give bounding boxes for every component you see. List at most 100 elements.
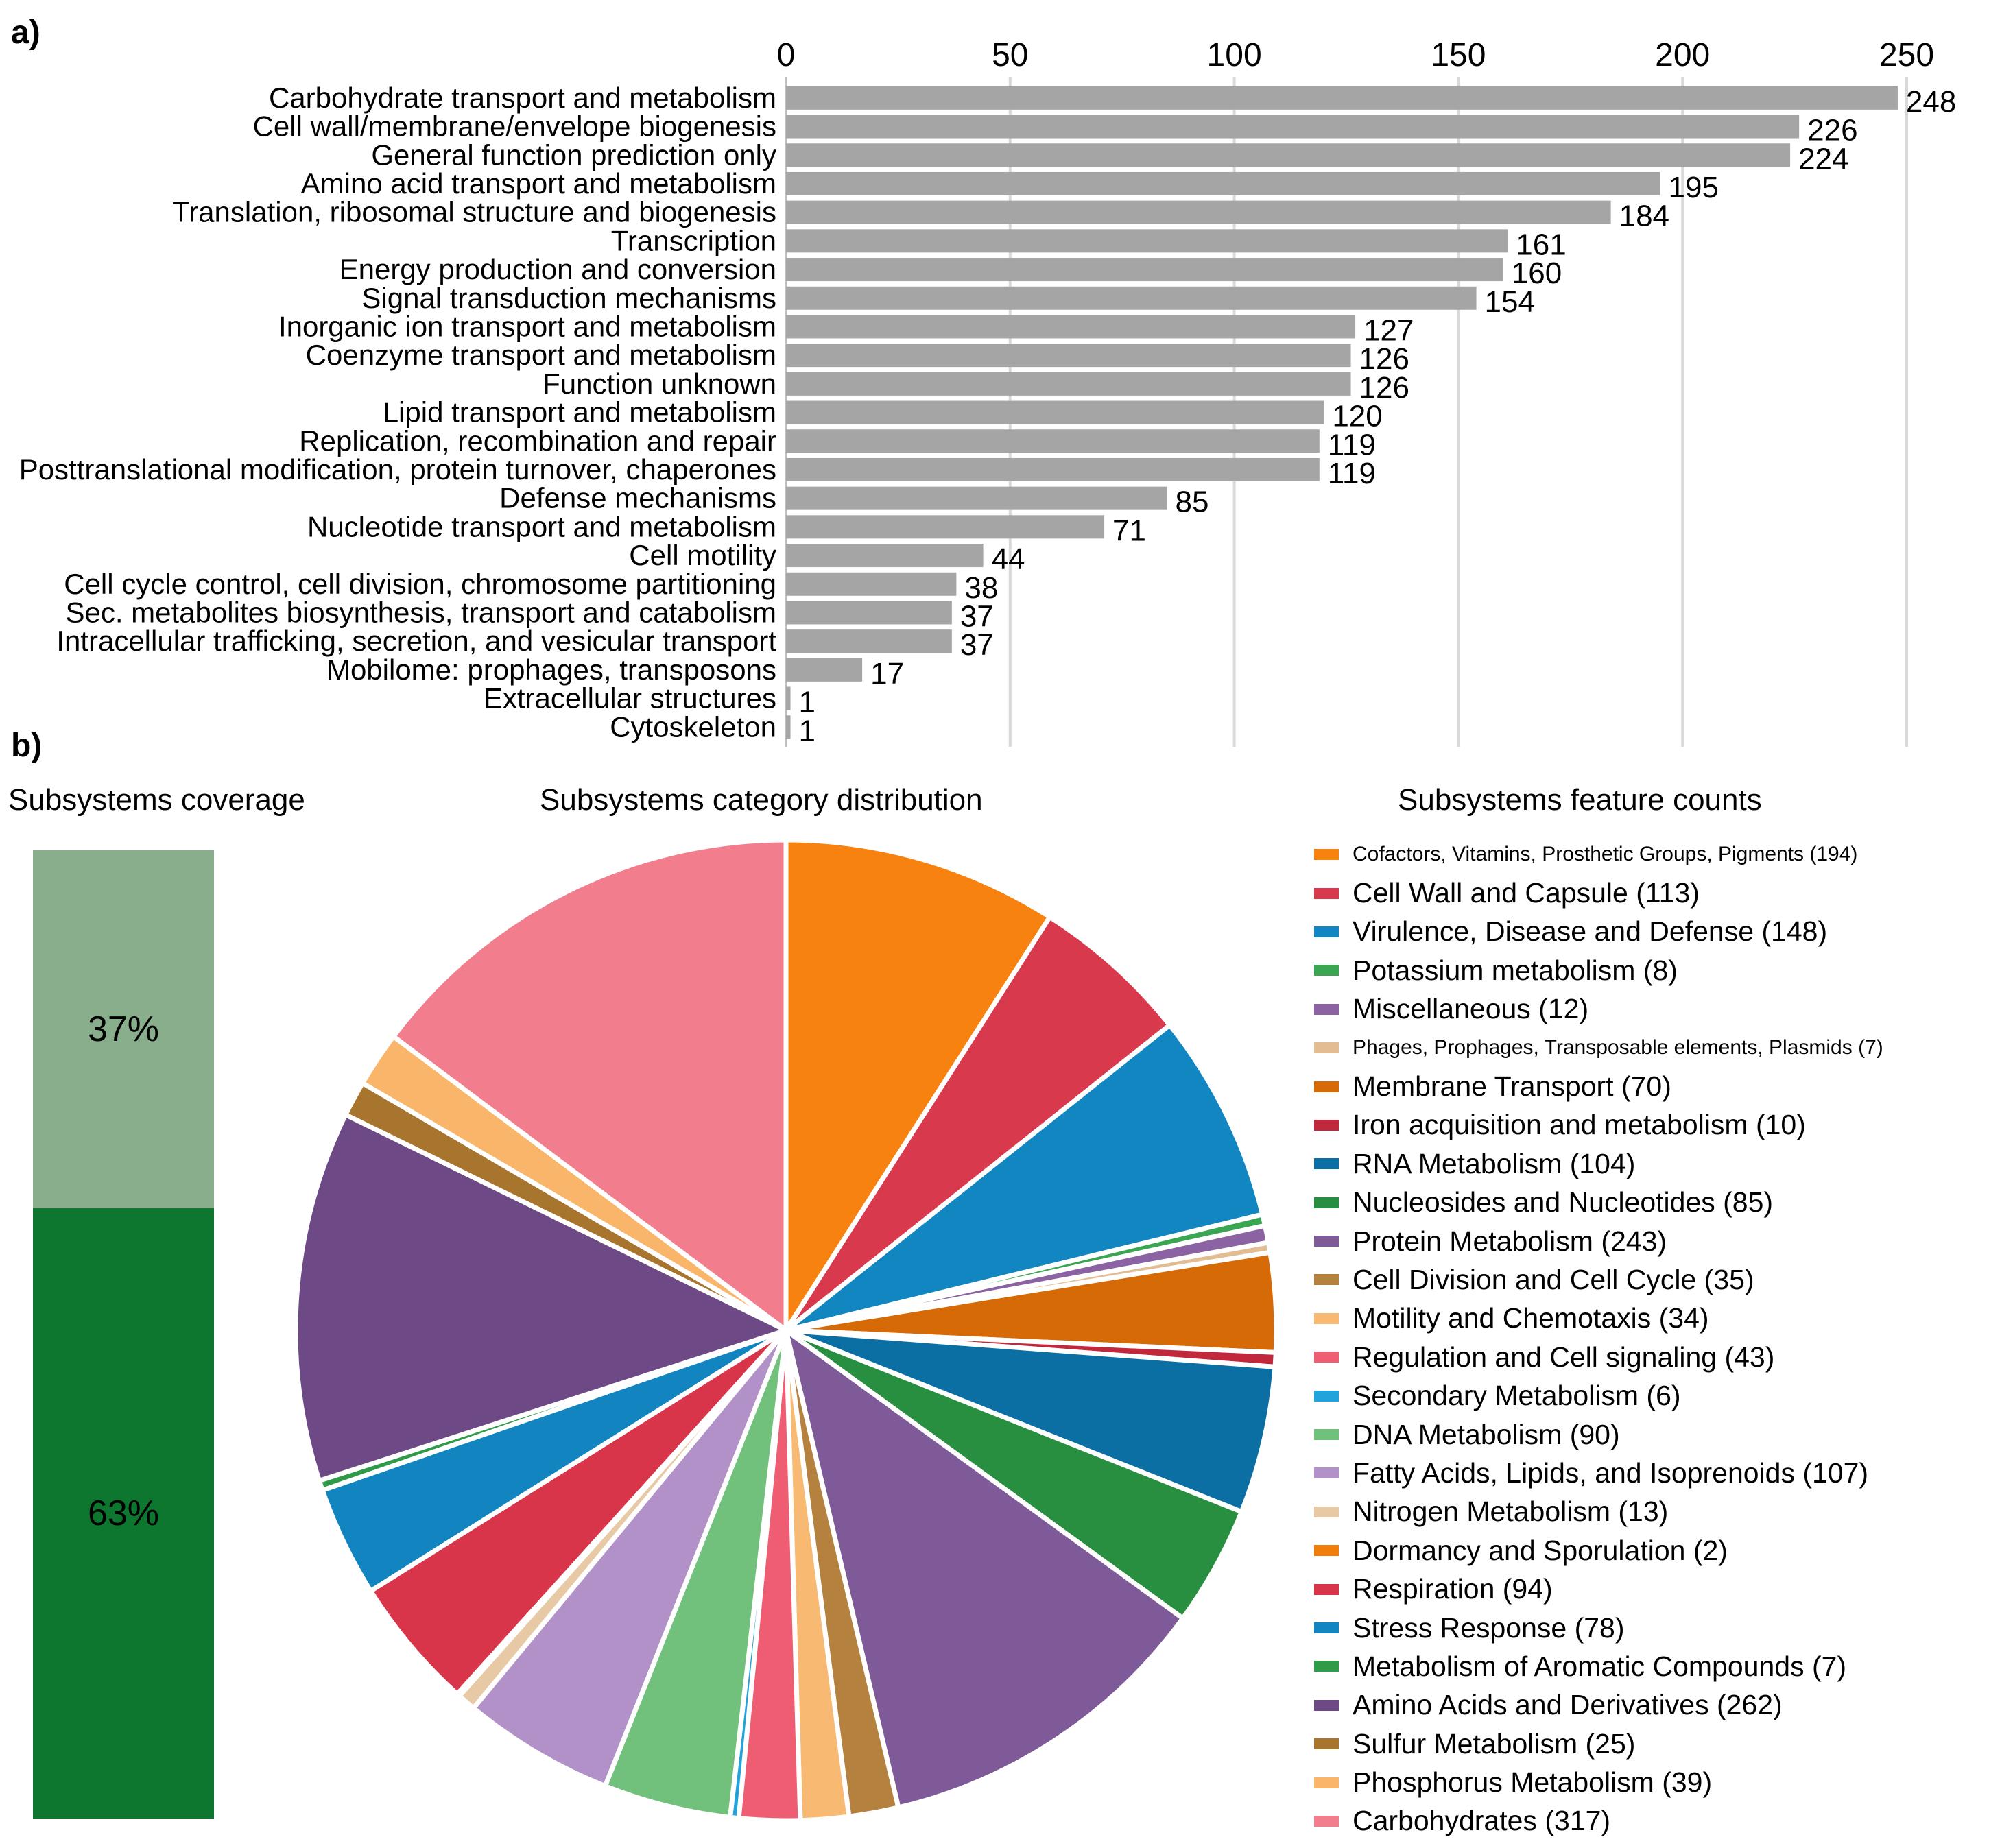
legend-item: Fatty Acids, Lipids, and Isoprenoids (10… [1314, 1454, 1883, 1492]
legend-item: Miscellaneous (12) [1314, 990, 1883, 1029]
legend-label: Stress Response (78) [1353, 1611, 1625, 1644]
legend-swatch [1314, 1699, 1339, 1711]
legend-item: DNA Metabolism (90) [1314, 1415, 1883, 1454]
legend-swatch [1314, 1815, 1339, 1827]
legend-label: Motility and Chemotaxis (34) [1353, 1302, 1709, 1334]
legend-item: Cell Wall and Capsule (113) [1314, 874, 1883, 912]
legend-label: Cofactors, Vitamins, Prosthetic Groups, … [1353, 843, 1858, 866]
legend-item: Secondary Metabolism (6) [1314, 1376, 1883, 1415]
value-label: 160 [1512, 256, 1562, 290]
legend-swatch [1314, 1583, 1339, 1595]
category-label: Sec. metabolites biosynthesis, transport… [65, 596, 776, 628]
category-label: Posttranslational modification, protein … [19, 453, 776, 485]
legend-label: Nitrogen Metabolism (13) [1353, 1496, 1669, 1528]
legend-swatch [1314, 849, 1339, 861]
legend-item: Nucleosides and Nucleotides (85) [1314, 1184, 1883, 1222]
value-label: 126 [1359, 342, 1409, 376]
panel-a-label: a) [11, 14, 40, 51]
legend-label: Nucleosides and Nucleotides (85) [1353, 1186, 1774, 1219]
pie-legend: Cofactors, Vitamins, Prosthetic Groups, … [1314, 835, 1883, 1840]
coverage-label: 37% [87, 1009, 160, 1050]
pie-slice [602, 1328, 789, 1820]
value-label: 44 [992, 542, 1025, 576]
legend-item: Protein Metabolism (243) [1314, 1222, 1883, 1260]
category-label: Cell motility [629, 539, 776, 571]
pie-slice [783, 1328, 1278, 1515]
bar [786, 658, 863, 682]
coverage-stacked-bar: 37% 63% [33, 850, 214, 1819]
x-tick-label: 150 [1431, 37, 1486, 73]
legend-title: Subsystems feature counts [1398, 783, 1762, 817]
pie-title: Subsystems category distribution [540, 783, 983, 817]
x-tick-label: 200 [1655, 37, 1710, 73]
category-label: Cytoskeleton [610, 710, 776, 743]
legend-label: Carbohydrates (317) [1353, 1805, 1611, 1837]
value-label: 1 [799, 714, 815, 747]
coverage-label: 63% [87, 1493, 160, 1534]
category-label: Coenzyme transport and metabolism [306, 339, 776, 371]
legend-swatch [1314, 1236, 1339, 1247]
legend-label: Cell Wall and Capsule (113) [1353, 877, 1700, 909]
legend-label: Fatty Acids, Lipids, and Isoprenoids (10… [1353, 1456, 1869, 1489]
bar [786, 515, 1105, 539]
legend-item: Membrane Transport (70) [1314, 1067, 1883, 1105]
legend-label: Cell Division and Cell Cycle (35) [1353, 1263, 1754, 1295]
legend-label: Phages, Prophages, Transposable elements… [1353, 1036, 1883, 1059]
coverage-segment-not-covered: 63% [33, 1208, 214, 1819]
value-label: 37 [960, 628, 994, 662]
x-tick-label: 0 [777, 37, 796, 73]
category-label: Function unknown [543, 368, 776, 400]
legend-swatch [1314, 1390, 1339, 1402]
bar [786, 686, 791, 710]
legend-label: Iron acquisition and metabolism (10) [1353, 1109, 1806, 1141]
legend-label: Membrane Transport (70) [1353, 1070, 1671, 1103]
legend-swatch [1314, 1622, 1339, 1633]
value-label: 1 [799, 686, 815, 719]
value-label: 17 [870, 657, 904, 691]
legend-label: Metabolism of Aromatic Compounds (7) [1353, 1650, 1847, 1682]
value-label: 224 [1798, 142, 1848, 176]
bar [786, 429, 1320, 453]
legend-label: Miscellaneous (12) [1353, 993, 1589, 1025]
category-label: Signal transduction mechanisms [361, 282, 776, 314]
legend-item: Phages, Prophages, Transposable elements… [1314, 1029, 1883, 1067]
bar [786, 171, 1660, 195]
value-label: 120 [1332, 400, 1382, 433]
category-label: Translation, ribosomal structure and bio… [172, 196, 776, 228]
legend-swatch [1314, 1429, 1339, 1441]
legend-swatch [1314, 926, 1339, 937]
value-label: 119 [1328, 457, 1376, 490]
pie-slice [783, 914, 1173, 1333]
legend-swatch [1314, 1312, 1339, 1324]
bar [786, 572, 957, 596]
legend-swatch [1314, 1467, 1339, 1479]
legend-swatch [1314, 1042, 1339, 1054]
legend-swatch [1314, 1197, 1339, 1208]
legend-label: RNA Metabolism (104) [1353, 1147, 1636, 1179]
legend-item: Cofactors, Vitamins, Prosthetic Groups, … [1314, 835, 1883, 874]
legend-item: RNA Metabolism (104) [1314, 1144, 1883, 1183]
category-label: Mobilome: prophages, transposons [326, 653, 776, 686]
category-label: Carbohydrate transport and metabolism [269, 82, 776, 114]
legend-swatch [1314, 887, 1339, 899]
value-label: 184 [1619, 200, 1669, 233]
value-label: 37 [960, 599, 994, 633]
bar [786, 286, 1477, 310]
panel-b-label: b) [11, 728, 43, 764]
bar [786, 400, 1324, 424]
category-label: Amino acid transport and metabolism [301, 167, 776, 200]
value-label: 71 [1112, 514, 1146, 547]
value-label: 195 [1669, 171, 1719, 204]
bar [786, 115, 1800, 139]
legend-label: DNA Metabolism (90) [1353, 1418, 1620, 1450]
x-tick-label: 250 [1879, 37, 1934, 73]
category-label: Intracellular trafficking, secretion, an… [56, 625, 776, 657]
legend-label: Dormancy and Sporulation (2) [1353, 1534, 1728, 1566]
pie-slice [783, 1328, 1186, 1810]
legend-item: Phosphorus Metabolism (39) [1314, 1763, 1883, 1801]
bar [786, 258, 1503, 282]
x-tick-label: 50 [992, 37, 1028, 73]
bar [786, 486, 1167, 510]
pie-slice [293, 1112, 789, 1483]
legend-item: Potassium metabolism (8) [1314, 951, 1883, 989]
